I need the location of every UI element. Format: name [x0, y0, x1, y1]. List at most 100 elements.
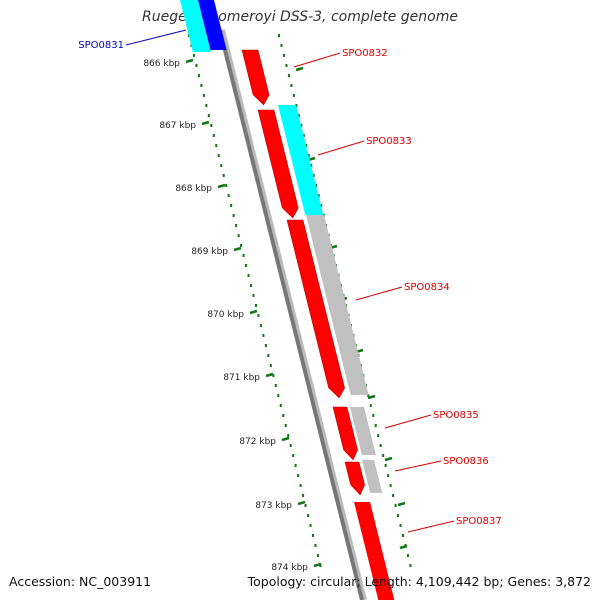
gene-SPO0834 [286, 219, 345, 399]
backbone-line [218, 29, 364, 600]
gene-SPO0836 [344, 461, 365, 496]
ruler-dot [292, 454, 295, 457]
outer-ruler-dot [312, 174, 315, 177]
outer-ruler-dot [282, 54, 285, 57]
ruler-dot [314, 544, 317, 547]
ruler-dot [272, 374, 275, 377]
ruler-dot [205, 104, 208, 107]
gene-label-SPO0837[interactable]: SPO0837 [456, 516, 502, 527]
outer-ruler-dot [387, 474, 390, 477]
kbp-tick [313, 562, 322, 568]
ruler-dot [192, 54, 195, 57]
outer-ruler-dot [394, 504, 397, 507]
ruler-dot [217, 154, 220, 157]
outer-ruler-dot [310, 164, 313, 167]
ruler-dot [195, 64, 198, 67]
ruler-dot [267, 354, 270, 357]
outer-ruler-dot [367, 394, 370, 397]
gene-SPO0832 [241, 49, 270, 106]
kbp-tick [297, 500, 306, 506]
kbp-tick [217, 183, 226, 189]
gene-features[interactable] [198, 0, 395, 600]
blast-hit-gray [362, 460, 383, 493]
outer-ruler-dot [307, 154, 310, 157]
kbp-label: 868 kbp [175, 184, 212, 194]
label-leader-line [407, 520, 455, 533]
blast-hit-gray [350, 407, 376, 455]
ruler-dot [304, 504, 307, 507]
ruler-dot [212, 134, 215, 137]
label-leader-line [317, 140, 365, 156]
outer-ruler-dot [317, 194, 320, 197]
outer-ruler-dot [377, 434, 380, 437]
ruler-dot [237, 234, 240, 237]
ruler-dot [262, 334, 265, 337]
gene-SPO0835 [332, 406, 358, 461]
gene-label-SPO0836[interactable]: SPO0836 [443, 456, 489, 467]
kbp-label: 870 kbp [207, 310, 244, 320]
ruler-dot [294, 464, 297, 467]
kbp-tick [265, 372, 274, 378]
label-leader-line [355, 286, 403, 301]
ruler-dot [242, 254, 245, 257]
kbp-label: 866 kbp [143, 59, 180, 69]
blast-hit-cyan [180, 0, 211, 52]
kbp-tick [201, 120, 210, 126]
ruler-dot [277, 394, 280, 397]
gene-labels[interactable]: SPO0831 SPO0832 SPO0833 SPO0834 SPO0835 SPO08… [78, 29, 502, 533]
outer-ruler-dot [406, 554, 409, 557]
outer-ruler-dot [285, 64, 288, 67]
outer-ruler-dot [397, 514, 400, 517]
outer-tick [397, 501, 406, 507]
ruler-dot [279, 404, 282, 407]
outer-ruler-dot [379, 444, 382, 447]
gene-label-SPO0835[interactable]: SPO0835 [433, 410, 479, 421]
ruler-dot [284, 424, 287, 427]
gene-label-SPO0834[interactable]: SPO0834 [404, 282, 450, 293]
gene-label-SPO0832[interactable]: SPO0832 [342, 48, 388, 59]
label-leader-line [384, 414, 432, 429]
ruler-dot [245, 264, 248, 267]
kbp-label: 869 kbp [191, 247, 228, 257]
ruler-dot [240, 244, 243, 247]
ruler-dot [254, 304, 257, 307]
gene-SPO0837 [354, 502, 395, 600]
outer-ruler-dot [297, 114, 300, 117]
ruler-dot [235, 224, 238, 227]
outer-ruler-dot [300, 124, 303, 127]
map-title: Ruegeria pomeroyi DSS-3, complete genome [142, 9, 458, 25]
outer-ruler-dot [402, 534, 404, 537]
ruler-dot [230, 204, 233, 207]
ruler-dot [220, 164, 223, 167]
ruler-dot [222, 174, 225, 177]
label-leader-line [125, 29, 187, 46]
kbp-label: 867 kbp [159, 121, 196, 131]
accession-text: Accession: NC_003911 [9, 574, 152, 589]
ruler-dot [207, 114, 210, 117]
ruler-dot [312, 534, 314, 537]
ruler-dot [227, 194, 230, 197]
kbp-tick [249, 309, 258, 315]
outer-ruler-dot [278, 34, 280, 37]
outer-tick [399, 544, 408, 550]
outer-tick [295, 66, 304, 72]
ruler-dot [287, 434, 290, 437]
ruler-dot [282, 414, 285, 417]
ruler-dot [309, 524, 312, 527]
ruler-dot [299, 484, 302, 487]
ruler-dot [250, 284, 252, 287]
ruler-dot [289, 444, 292, 447]
outer-tick [384, 456, 393, 462]
ruler-dot [269, 364, 272, 367]
gene-label-SPO0833[interactable]: SPO0833 [366, 136, 412, 147]
outer-ruler-dot [292, 94, 295, 97]
gene-label-SPO0831[interactable]: SPO0831 [78, 40, 124, 51]
ruler-dot [297, 474, 300, 477]
ruler-dot [197, 74, 200, 77]
ruler-dot [247, 274, 250, 277]
label-leader-line [293, 52, 341, 68]
ruler-dot [252, 294, 255, 297]
ruler-ticks: 866 kbp 867 kbp 868 kbp 869 kbp 870 kbp 871 k… [143, 58, 408, 573]
outer-ruler-dot [382, 454, 385, 457]
